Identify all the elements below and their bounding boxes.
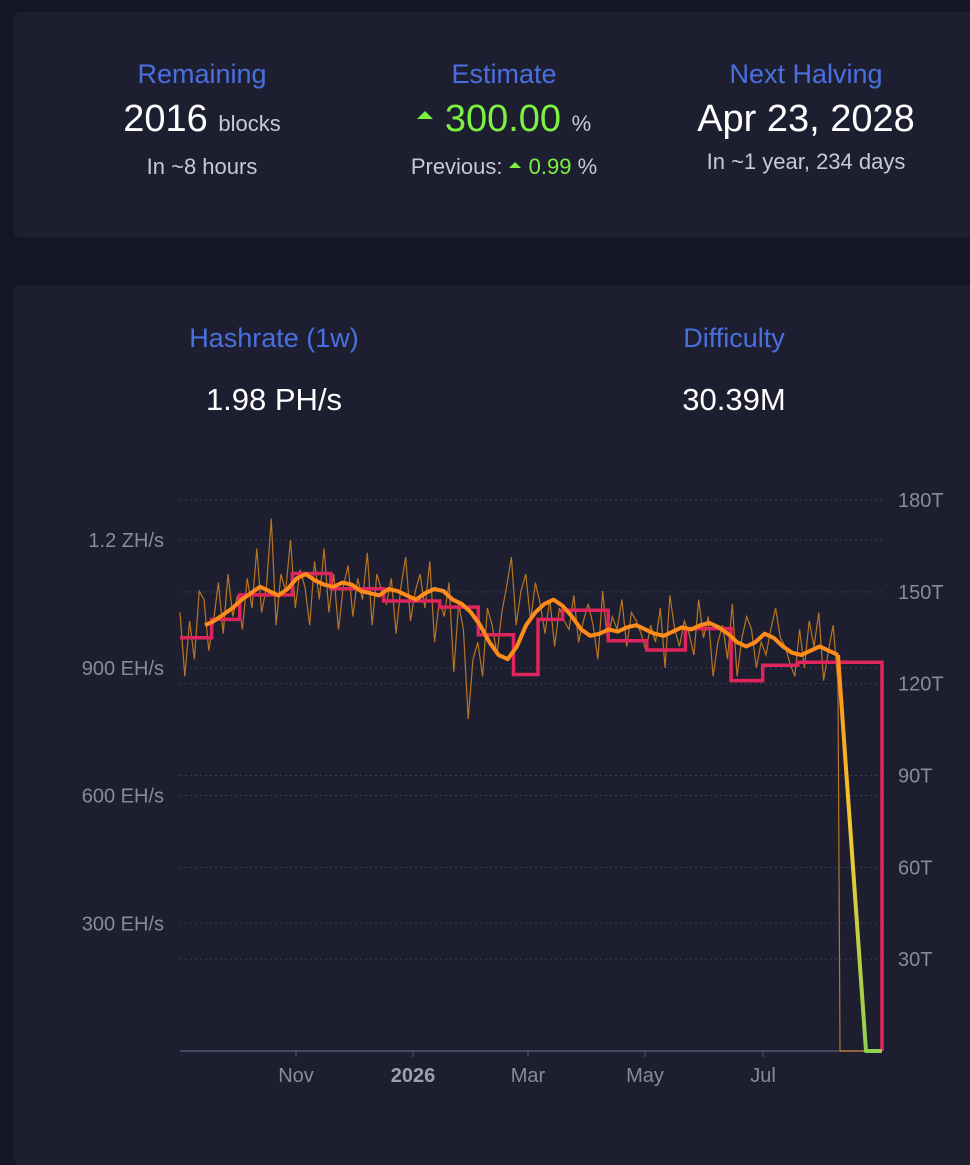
remaining-title: Remaining (137, 59, 267, 89)
difficulty-adjustment-card: Remaining 2016 blocks In ~8 hours Estima… (14, 12, 970, 238)
hashrate-metric: Hashrate (1w) 1.98 PH/s (124, 322, 424, 418)
hashrate-chart-card: Hashrate (1w) 1.98 PH/s Difficulty 30.39… (14, 285, 970, 1165)
y-left-tick-label: 1.2 ZH/s (88, 530, 164, 552)
y-left-tick-label: 600 EH/s (82, 786, 164, 808)
hashrate-avg-tail (836, 654, 882, 1053)
difficulty-title: Difficulty (683, 323, 785, 353)
hashrate-title: Hashrate (1w) (189, 323, 359, 353)
y-left-tick-label: 300 EH/s (82, 913, 164, 935)
x-tick-label: May (626, 1065, 664, 1087)
hashrate-raw-line (179, 518, 882, 1052)
difficulty-value: 30.39M (682, 382, 786, 417)
remaining-eta: In ~8 hours (146, 154, 258, 179)
x-tick-label: Nov (278, 1065, 314, 1087)
previous-row: Previous: 0.99 % (354, 153, 654, 181)
y-right-tick-label: 60T (898, 857, 932, 879)
remaining-value: 2016 (123, 98, 208, 140)
next-halving-title: Next Halving (729, 59, 883, 89)
x-tick-label: Mar (511, 1065, 546, 1087)
estimate-title: Estimate (451, 59, 557, 89)
y-left-tick-label: 900 EH/s (82, 658, 164, 680)
y-right-tick-label: 30T (898, 949, 932, 971)
difficulty-metric: Difficulty 30.39M (584, 322, 884, 418)
remaining-value-row: 2016 blocks (52, 96, 352, 147)
previous-value: 0.99 (528, 154, 572, 179)
previous-unit: % (577, 154, 598, 179)
estimate-value-row: 300.00 % (354, 96, 654, 147)
estimate-unit: % (571, 111, 592, 136)
remaining-unit: blocks (218, 111, 281, 136)
estimate-stat: Estimate 300.00 % Previous: 0.99 % (354, 58, 654, 181)
hashrate-avg-line (204, 572, 839, 662)
next-halving-date: Apr 23, 2028 (697, 98, 915, 140)
next-halving-stat: Next Halving Apr 23, 2028 In ~1 year, 23… (656, 58, 956, 176)
estimate-value: 300.00 (444, 98, 562, 140)
y-right-tick-label: 180T (898, 490, 944, 512)
hashrate-value: 1.98 PH/s (205, 382, 343, 417)
x-tick-label: 2026 (391, 1065, 436, 1087)
remaining-stat: Remaining 2016 blocks In ~8 hours (52, 58, 352, 181)
next-halving-eta: In ~1 year, 234 days (706, 149, 906, 174)
difficulty-step-line (180, 571, 884, 1051)
up-arrow-icon (416, 110, 433, 119)
x-tick-label: Jul (750, 1065, 776, 1087)
y-right-tick-label: 90T (898, 766, 932, 788)
y-right-tick-label: 150T (898, 582, 944, 604)
y-right-tick-label: 120T (898, 674, 944, 696)
up-arrow-small-icon (508, 162, 521, 169)
previous-label: Previous: (410, 154, 503, 179)
